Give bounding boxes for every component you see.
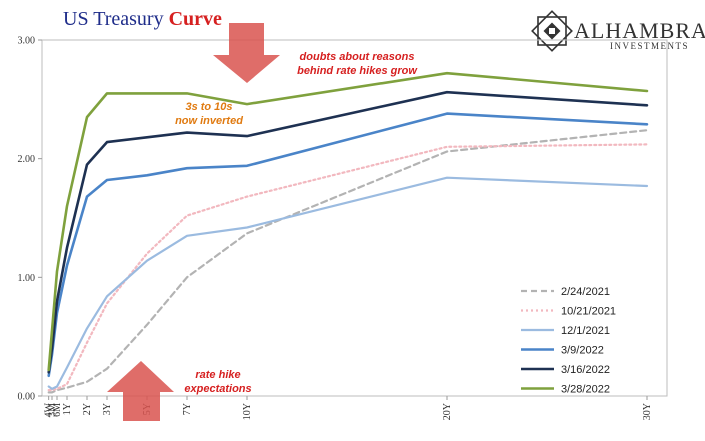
chart-title: US Treasury Curve: [63, 8, 222, 30]
series-line-3-16-2022: [47, 90, 649, 374]
logo-wordmark: ALHAMBRA: [574, 18, 705, 43]
x-tick-label: 3Y: [102, 403, 113, 415]
series-line-2-24-2021: [47, 129, 649, 394]
x-tick-label: 2Y: [82, 403, 93, 415]
y-tick-label: 1.00: [18, 273, 36, 284]
legend-label: 3/28/2022: [561, 384, 610, 396]
legend-label: 10/21/2021: [561, 306, 616, 318]
legend-label: 2/24/2021: [561, 286, 610, 298]
chart-title-part2: Curve: [169, 8, 222, 30]
y-tick-label: 2.00: [18, 154, 36, 165]
legend-label: 3/9/2022: [561, 345, 604, 357]
chart-title-part1: US Treasury: [63, 8, 169, 30]
series-line-3-28-2022: [47, 71, 649, 372]
alhambra-logo: ALHAMBRA INVESTMENTS: [531, 10, 705, 52]
logo-subtitle: INVESTMENTS: [610, 41, 689, 51]
x-tick-label: 1Y: [62, 403, 73, 415]
annotation-inverted: 3s to 10s now inverted: [175, 101, 243, 127]
x-tick-label: 10Y: [242, 403, 253, 420]
x-tick-label: 20Y: [442, 403, 453, 420]
legend-label: 3/16/2022: [561, 364, 610, 376]
x-tick-label: 6M: [52, 403, 63, 417]
legend-label: 12/1/2021: [561, 325, 610, 337]
annotations: doubts about reasons behind rate hikes gr…: [175, 51, 418, 395]
annotation-rate-hike: rate hike expectations: [184, 369, 251, 395]
series-line-12-1-2021: [47, 176, 649, 390]
plot-frame: [41, 39, 668, 397]
x-tick-label: 3M: [47, 403, 58, 417]
alhambra-star-icon: [531, 10, 573, 52]
legend: 2/24/2021 10/21/2021 12/1/2021 3/9/2022 3/16…: [521, 286, 616, 396]
y-tick-label: 0.00: [18, 392, 36, 403]
plot-area: 0.001.002.003.004W3M6M1Y2Y3Y5Y7Y10Y20Y30…: [18, 36, 668, 420]
x-tick-label: 4W: [44, 402, 55, 417]
y-tick-label: 3.00: [18, 36, 36, 47]
series-line-10-21-2021: [47, 143, 649, 392]
up-arrow-icon: [107, 361, 174, 421]
series-line-3-9-2022: [47, 112, 649, 378]
x-tick-label: 30Y: [642, 403, 653, 420]
x-tick-label: 7Y: [182, 403, 193, 415]
down-arrow-icon: [213, 23, 280, 83]
annotation-doubts: doubts about reasons behind rate hikes gr…: [297, 51, 418, 77]
